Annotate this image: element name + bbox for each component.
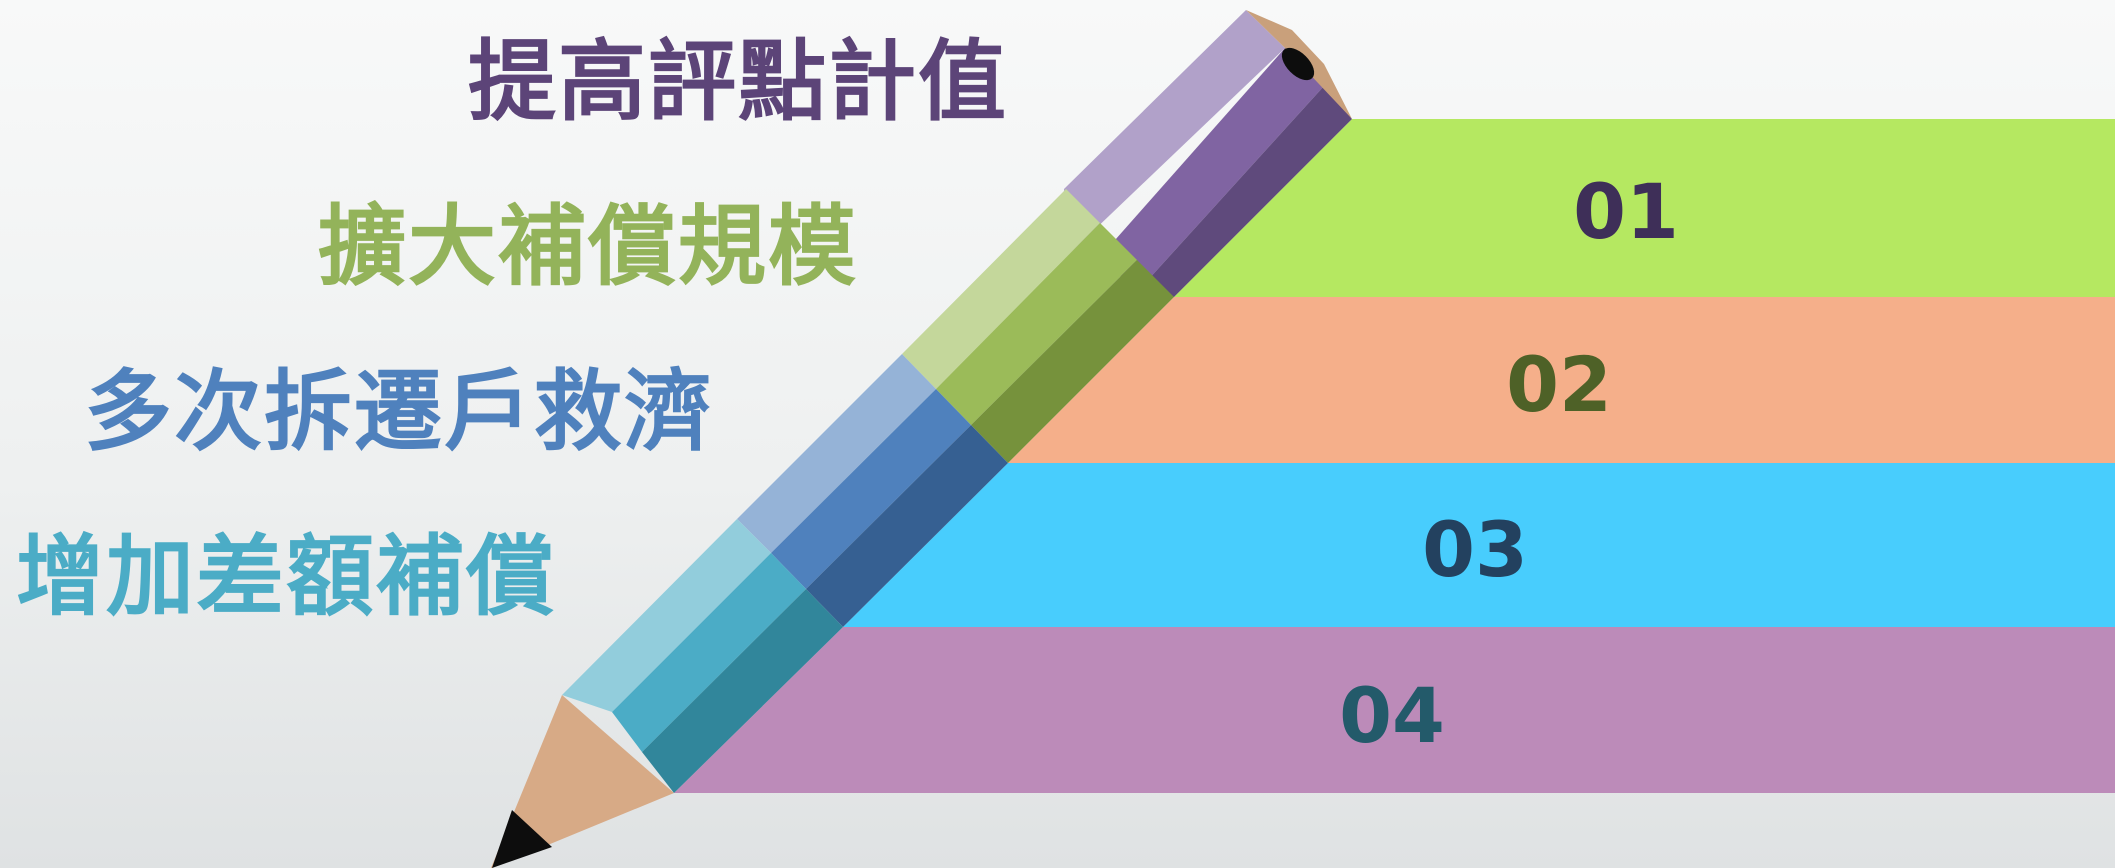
pencil-lead-tip <box>492 810 552 868</box>
pencil-segment-1-light <box>1064 10 1285 257</box>
pencil-body <box>562 10 1352 793</box>
pencil-segment-2-light <box>902 189 1100 389</box>
band-number-01: 01 <box>1573 167 1679 256</box>
item-label-1: 提高評點計值 <box>468 30 1009 133</box>
band-03 <box>843 463 2115 627</box>
pencil-segment-4-light <box>562 519 771 712</box>
item-label-3: 多次拆遷戶救濟 <box>84 360 715 463</box>
item-label-4: 增加差額補償 <box>16 525 557 628</box>
pencil-segment-3-light <box>737 354 936 553</box>
pencil-segment-2-mid <box>936 223 1137 425</box>
band-04 <box>674 627 2115 793</box>
band-01 <box>1174 119 2115 297</box>
band-number-03: 03 <box>1422 505 1528 594</box>
pencil-segment-4-mid <box>612 553 806 752</box>
band-number-02: 02 <box>1506 340 1612 429</box>
pencil-segment-1-mid <box>1100 48 1324 292</box>
pencil-segment-3-dark <box>806 425 1008 627</box>
pencil-segment-2-dark <box>971 260 1174 463</box>
pencil-segment-4-dark <box>642 589 843 793</box>
item-label-2: 擴大補償規模 <box>318 195 859 298</box>
pencil-segment-3-mid <box>771 389 971 589</box>
pencil-segment-1-dark <box>1137 86 1352 297</box>
pencil-end-hole <box>1281 47 1315 81</box>
band-number-04: 04 <box>1339 671 1445 760</box>
band-02 <box>1008 297 2115 463</box>
pencil-wood-tip <box>491 695 674 868</box>
